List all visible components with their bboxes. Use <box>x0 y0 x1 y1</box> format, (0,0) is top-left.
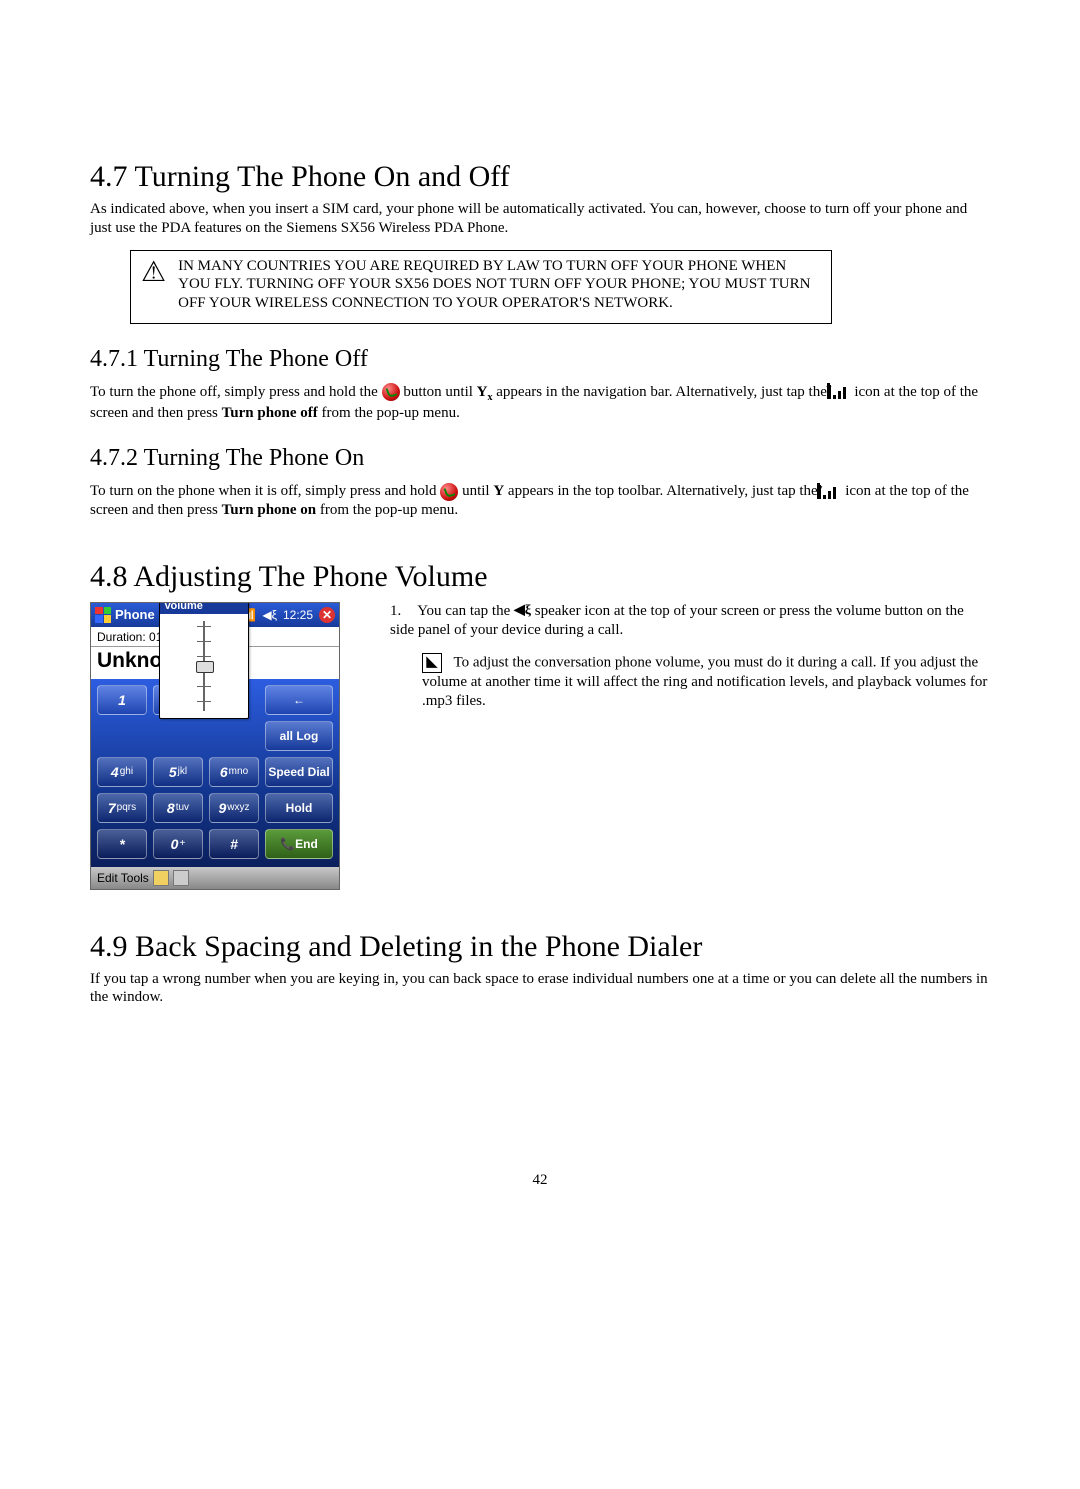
volume-popup-header: Volume <box>160 602 248 614</box>
phone-bottom-bar: Edit Tools <box>91 867 339 889</box>
speaker-status-icon: ◀ξ <box>262 608 277 622</box>
key-1: 1 <box>97 685 147 715</box>
volume-note: ◣ To adjust the conversation phone volum… <box>390 653 990 712</box>
turn-phone-off-label: Turn phone off <box>222 405 318 421</box>
turn-phone-on-label: Turn phone on <box>222 502 317 518</box>
volume-popup: Volume <box>159 602 249 719</box>
notes-icon <box>153 870 169 886</box>
key-8: 8tuv <box>153 793 203 823</box>
intro-4-7: As indicated above, when you insert a SI… <box>90 200 990 238</box>
signal-icon: ▾ <box>821 485 841 499</box>
volume-slider <box>160 614 248 718</box>
key-6: 6mno <box>209 757 259 787</box>
text: You can tap the <box>417 603 514 619</box>
warning-text: IN MANY COUNTRIES YOU ARE REQUIRED BY LA… <box>178 257 821 313</box>
volume-step-1: 1. You can tap the ◀ξ speaker icon at th… <box>390 602 990 641</box>
heading-4-9: 4.9 Back Spacing and Deleting in the Pho… <box>90 930 990 964</box>
antenna-on-icon: Y <box>493 482 504 501</box>
power-button-icon <box>440 483 458 501</box>
power-button-icon <box>382 383 400 401</box>
key-4: 4ghi <box>97 757 147 787</box>
clock: 12:25 <box>283 608 313 622</box>
close-icon: ✕ <box>319 607 335 623</box>
heading-4-8: 4.8 Adjusting The Phone Volume <box>90 560 990 594</box>
antenna-off-icon: Yx <box>477 383 493 405</box>
heading-4-7-2: 4.7.2 Turning The Phone On <box>90 445 990 472</box>
start-flag-icon <box>95 607 111 623</box>
note-icon: ◣ <box>422 653 442 673</box>
text: from the pop-up menu. <box>322 405 460 421</box>
body-4-7-1: To turn the phone off, simply press and … <box>90 383 990 423</box>
warning-box: ⚠ IN MANY COUNTRIES YOU ARE REQUIRED BY … <box>130 250 832 324</box>
heading-4-7-1: 4.7.1 Turning The Phone Off <box>90 346 990 373</box>
end-key: 📞 End <box>265 829 333 859</box>
text: To turn the phone off, simply press and … <box>90 384 382 400</box>
note-text: To adjust the conversation phone volume,… <box>422 654 987 709</box>
key-star: * <box>97 829 147 859</box>
text: appears in the top toolbar. Alternativel… <box>508 483 822 499</box>
phone-screenshot: Phone 📶 ◀ξ 12:25 ✕ Duration: 01:09 Unkno… <box>90 602 340 890</box>
key-9: 9wxyz <box>209 793 259 823</box>
text: To turn on the phone when it is off, sim… <box>90 483 440 499</box>
speed-dial-key: Speed Dial <box>265 757 333 787</box>
key-hash: # <box>209 829 259 859</box>
page-number: 42 <box>0 1172 1080 1189</box>
backspace-key: ← <box>265 685 333 715</box>
call-log-key: all Log <box>265 721 333 751</box>
text: from the pop-up menu. <box>320 502 458 518</box>
body-4-7-2: To turn on the phone when it is off, sim… <box>90 482 990 520</box>
hold-key: Hold <box>265 793 333 823</box>
volume-thumb <box>196 661 214 673</box>
edit-tools-label: Edit Tools <box>97 871 149 885</box>
keyboard-icon <box>173 870 189 886</box>
text: until <box>462 483 493 499</box>
text: button until <box>403 384 476 400</box>
key-7: 7pqrs <box>97 793 147 823</box>
phone-title: Phone <box>115 607 155 622</box>
key-0: 0+ <box>153 829 203 859</box>
warning-icon: ⚠ <box>141 259 166 287</box>
text: appears in the navigation bar. Alternati… <box>496 384 830 400</box>
speaker-icon: ◀ξ <box>514 602 531 620</box>
signal-icon: ▾ <box>831 385 851 399</box>
key-5: 5jkl <box>153 757 203 787</box>
body-4-9: If you tap a wrong number when you are k… <box>90 970 990 1008</box>
list-number: 1. <box>390 602 414 622</box>
heading-4-7: 4.7 Turning The Phone On and Off <box>90 160 990 194</box>
